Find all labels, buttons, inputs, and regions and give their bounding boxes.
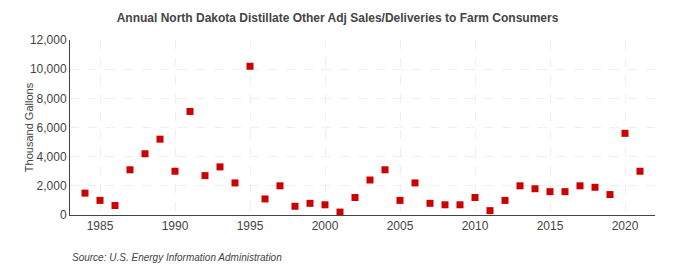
svg-text:1990: 1990 xyxy=(162,219,189,233)
svg-text:12,000: 12,000 xyxy=(30,33,67,47)
svg-text:4,000: 4,000 xyxy=(37,150,67,164)
svg-text:2020: 2020 xyxy=(612,219,639,233)
svg-text:2015: 2015 xyxy=(537,219,564,233)
svg-text:2005: 2005 xyxy=(387,219,414,233)
svg-text:Annual North Dakota Distillate: Annual North Dakota Distillate Other Adj… xyxy=(117,11,559,25)
svg-text:2,000: 2,000 xyxy=(37,179,67,193)
svg-text:8,000: 8,000 xyxy=(37,92,67,106)
svg-text:2000: 2000 xyxy=(312,219,339,233)
svg-text:Source: U.S. Energy Informatio: Source: U.S. Energy Information Administ… xyxy=(72,252,282,263)
svg-text:0: 0 xyxy=(60,208,67,222)
svg-text:Thousand Gallons: Thousand Gallons xyxy=(23,82,35,172)
svg-text:10,000: 10,000 xyxy=(30,62,67,76)
svg-text:1995: 1995 xyxy=(237,219,264,233)
svg-text:1985: 1985 xyxy=(87,219,114,233)
svg-text:6,000: 6,000 xyxy=(37,121,67,135)
svg-text:2010: 2010 xyxy=(462,219,489,233)
